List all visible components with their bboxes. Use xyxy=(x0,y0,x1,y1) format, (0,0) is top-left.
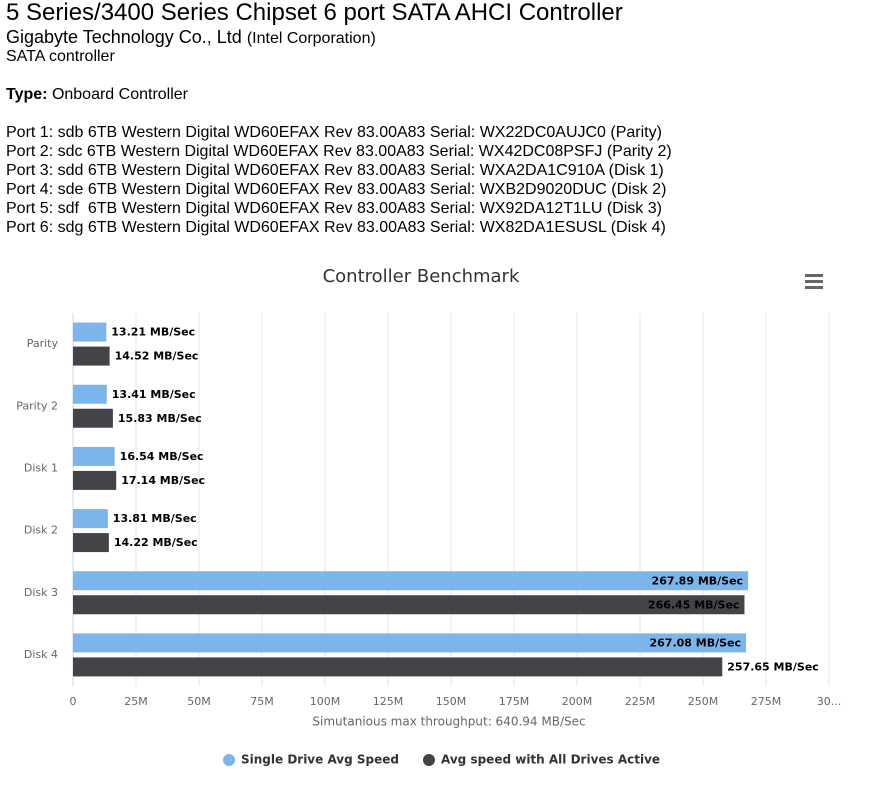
bar xyxy=(73,346,110,366)
x-tick-label: 125M xyxy=(373,695,404,708)
x-tick-label: 75M xyxy=(250,695,274,708)
value-label: 14.52 MB/Sec xyxy=(115,350,199,363)
bar xyxy=(73,657,723,677)
legend-swatch xyxy=(423,754,435,766)
y-tick-label: Disk 1 xyxy=(24,461,58,474)
legend-item[interactable]: Single Drive Avg Speed xyxy=(223,753,399,767)
y-tick-label: Parity 2 xyxy=(16,399,58,412)
vendor-name: Gigabyte Technology Co., Ltd xyxy=(6,27,242,47)
vendor-parent: (Intel Corporation) xyxy=(246,30,376,47)
chart-title: Controller Benchmark xyxy=(323,266,520,287)
value-label: 267.89 MB/Sec xyxy=(652,574,744,587)
legend-item[interactable]: Avg speed with All Drives Active xyxy=(423,753,660,767)
page-title: 5 Series/3400 Series Chipset 6 port SATA… xyxy=(6,0,623,26)
y-tick-label: Disk 3 xyxy=(24,586,58,599)
port-line: Port 4: sde 6TB Western Digital WD60EFAX… xyxy=(6,181,667,198)
y-tick-label: Disk 4 xyxy=(24,648,58,661)
bar xyxy=(73,384,107,404)
port-line: Port 3: sdd 6TB Western Digital WD60EFAX… xyxy=(6,162,664,179)
bar xyxy=(73,509,108,529)
bar xyxy=(73,595,745,615)
x-tick-label: 200M xyxy=(562,695,593,708)
value-label: 17.14 MB/Sec xyxy=(121,474,205,487)
x-tick-label: 175M xyxy=(499,695,530,708)
value-label: 15.83 MB/Sec xyxy=(118,412,202,425)
value-label: 13.21 MB/Sec xyxy=(111,326,195,339)
value-label: 267.08 MB/Sec xyxy=(650,636,742,649)
x-tick-label: 100M xyxy=(310,695,341,708)
menu-bar xyxy=(805,286,823,289)
bar xyxy=(73,470,117,490)
y-tick-label: Disk 2 xyxy=(24,524,58,537)
vendor: Gigabyte Technology Co., Ltd (Intel Corp… xyxy=(6,26,376,50)
value-label: 257.65 MB/Sec xyxy=(727,660,819,673)
bar xyxy=(73,571,749,591)
value-label: 14.22 MB/Sec xyxy=(114,536,198,549)
menu-bar xyxy=(805,280,823,283)
x-tick-label: 0 xyxy=(70,695,77,708)
value-label: 13.41 MB/Sec xyxy=(112,388,196,401)
value-label: 266.45 MB/Sec xyxy=(648,598,740,611)
port-line: Port 5: sdf 6TB Western Digital WD60EFAX… xyxy=(6,200,662,217)
type-value: Onboard Controller xyxy=(51,86,189,103)
bar xyxy=(73,446,115,466)
legend-label: Single Drive Avg Speed xyxy=(241,753,399,767)
port-line: Port 6: sdg 6TB Western Digital WD60EFAX… xyxy=(6,219,666,236)
x-tick-label: 225M xyxy=(625,695,656,708)
menu-bar xyxy=(805,274,823,277)
type-line: Type: Onboard Controller xyxy=(6,85,188,105)
legend-label: Avg speed with All Drives Active xyxy=(441,753,660,767)
value-label: 16.54 MB/Sec xyxy=(120,450,204,463)
x-tick-label: 250M xyxy=(688,695,719,708)
chart: Controller Benchmark Simutanious max thr… xyxy=(16,266,842,767)
value-label: 13.81 MB/Sec xyxy=(113,512,197,525)
port-line: Port 2: sdc 6TB Western Digital WD60EFAX… xyxy=(6,143,672,160)
x-tick-label: 275M xyxy=(751,695,782,708)
legend-swatch xyxy=(223,754,235,766)
x-tick-label: 50M xyxy=(187,695,211,708)
x-tick-label: 25M xyxy=(124,695,148,708)
x-axis-title: Simutanious max throughput: 640.94 MB/Se… xyxy=(312,715,585,729)
x-tick-label: 30... xyxy=(817,695,842,708)
y-tick-label: Parity xyxy=(27,337,59,350)
device-class: SATA controller xyxy=(6,48,115,65)
port-line: Port 1: sdb 6TB Western Digital WD60EFAX… xyxy=(6,124,662,141)
type-label: Type: xyxy=(6,86,48,103)
x-tick-label: 150M xyxy=(436,695,467,708)
bar xyxy=(73,633,747,653)
bar xyxy=(73,533,109,553)
menu-button[interactable] xyxy=(805,274,823,289)
bar xyxy=(73,322,107,342)
bar xyxy=(73,408,113,428)
